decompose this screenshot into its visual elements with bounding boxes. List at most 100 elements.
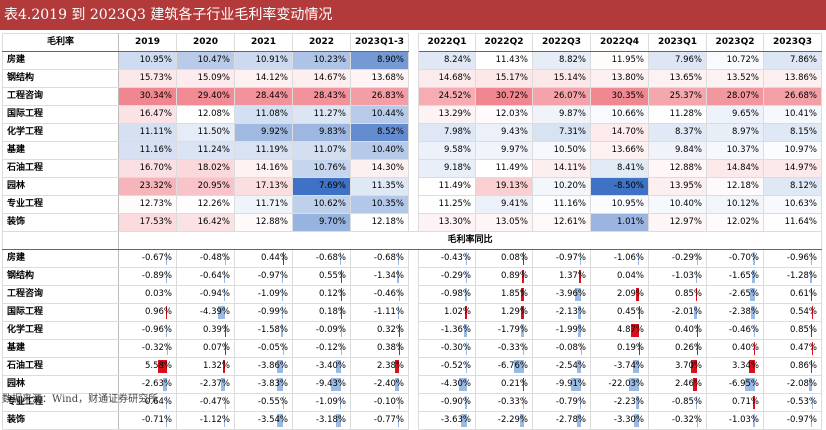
yoy-value: -3.74% xyxy=(614,361,644,371)
margin-cell: 30.72% xyxy=(476,88,533,106)
margin-cell: 8.12% xyxy=(764,178,822,196)
margin-cell: 16.70% xyxy=(119,160,177,178)
margin-cell: 17.13% xyxy=(235,178,293,196)
yoy-value: -0.79% xyxy=(556,397,586,407)
yoy-value: -2.37% xyxy=(200,379,230,389)
margin-cell: 13.68% xyxy=(351,70,409,88)
table-row: 化学工程-0.96%0.39%-1.58%-0.09%0.32%-1.36%-1… xyxy=(3,322,822,340)
yoy-cell: 0.38% xyxy=(351,340,409,358)
row-label: 装饰 xyxy=(3,214,119,232)
margin-cell: 13.52% xyxy=(707,70,764,88)
yoy-value: -0.29% xyxy=(672,253,702,263)
margin-cell: 11.19% xyxy=(235,142,293,160)
margin-cell: 11.95% xyxy=(591,52,649,70)
row-label: 装饰 xyxy=(3,412,119,430)
yoy-value: 0.39% xyxy=(203,325,230,335)
yoy-cell: 0.61% xyxy=(764,286,822,304)
yoy-value: -2.65% xyxy=(729,289,759,299)
yoy-value: -0.94% xyxy=(200,289,230,299)
yoy-cell: 0.04% xyxy=(591,268,649,286)
yoy-cell: -3.30% xyxy=(591,412,649,430)
yoy-value: -2.13% xyxy=(556,307,586,317)
yoy-cell: -0.68% xyxy=(293,250,351,268)
margin-cell: 11.43% xyxy=(476,52,533,70)
yoy-value: -0.08% xyxy=(556,343,586,353)
margin-cell: 10.66% xyxy=(591,106,649,124)
row-label: 专业工程 xyxy=(3,196,119,214)
row-label: 房建 xyxy=(3,52,119,70)
margin-cell: 30.34% xyxy=(119,88,177,106)
col-header-quarter: 2022Q1 xyxy=(419,34,476,52)
margin-cell: 10.44% xyxy=(351,106,409,124)
yoy-cell: -0.68% xyxy=(351,250,409,268)
yoy-value: -3.40% xyxy=(316,361,346,371)
margin-cell: 13.29% xyxy=(419,106,476,124)
yoy-value: 0.86% xyxy=(790,361,817,371)
margin-cell: 13.05% xyxy=(476,214,533,232)
margin-cell: 28.07% xyxy=(707,88,764,106)
margin-cell: 14.67% xyxy=(293,70,351,88)
margin-cell: 13.95% xyxy=(649,178,707,196)
margin-cell: 13.66% xyxy=(591,142,649,160)
yoy-cell: -1.99% xyxy=(533,322,591,340)
yoy-value: -0.32% xyxy=(142,343,172,353)
yoy-cell: 1.32% xyxy=(177,358,235,376)
margin-cell: 20.95% xyxy=(177,178,235,196)
column-gap xyxy=(409,358,419,376)
yoy-value: 1.02% xyxy=(444,307,471,317)
margin-cell: 1.01% xyxy=(591,214,649,232)
margin-cell: 10.62% xyxy=(293,196,351,214)
margin-cell: 9.58% xyxy=(419,142,476,160)
yoy-value: -2.08% xyxy=(787,379,817,389)
margin-cell: 9.87% xyxy=(533,106,591,124)
yoy-value: -0.43% xyxy=(441,253,471,263)
yoy-value: 5.58% xyxy=(145,361,172,371)
col-header-quarter: 2022Q4 xyxy=(591,34,649,52)
yoy-value: 0.54% xyxy=(790,307,817,317)
margin-cell: 9.97% xyxy=(476,142,533,160)
margin-cell: 9.43% xyxy=(476,124,533,142)
yoy-value: 0.18% xyxy=(319,307,346,317)
yoy-value: -0.55% xyxy=(258,397,288,407)
yoy-cell: 0.85% xyxy=(649,286,707,304)
yoy-value: 2.38% xyxy=(377,361,404,371)
yoy-value: -1.99% xyxy=(556,325,586,335)
row-label: 石油工程 xyxy=(3,358,119,376)
yoy-cell: -0.99% xyxy=(235,304,293,322)
margin-cell: 12.18% xyxy=(707,178,764,196)
yoy-value: 0.03% xyxy=(145,289,172,299)
yoy-cell: -0.64% xyxy=(177,268,235,286)
yoy-cell: 0.39% xyxy=(177,322,235,340)
margin-cell: 13.65% xyxy=(649,70,707,88)
margin-cell: 10.95% xyxy=(591,196,649,214)
yoy-cell: -1.09% xyxy=(235,286,293,304)
yoy-cell: -0.71% xyxy=(119,412,177,430)
row-label: 房建 xyxy=(3,250,119,268)
yoy-value: -2.23% xyxy=(614,397,644,407)
yoy-value: -0.85% xyxy=(672,397,702,407)
margin-cell: 10.40% xyxy=(649,196,707,214)
yoy-value: -9.43% xyxy=(316,379,346,389)
yoy-cell: 2.38% xyxy=(351,358,409,376)
margin-cell: 10.12% xyxy=(707,196,764,214)
yoy-cell: -3.18% xyxy=(293,412,351,430)
margin-cell: 7.69% xyxy=(293,178,351,196)
yoy-value: -0.70% xyxy=(729,253,759,263)
margin-cell: 9.70% xyxy=(293,214,351,232)
margin-cell: 12.02% xyxy=(707,214,764,232)
yoy-value: -4.30% xyxy=(441,379,471,389)
yoy-cell: -0.46% xyxy=(351,286,409,304)
column-gap xyxy=(409,268,419,286)
yoy-value: -0.71% xyxy=(142,415,172,425)
yoy-value: -3.30% xyxy=(614,415,644,425)
source-note: 数据来源：Wind，财通证券研究所 xyxy=(0,390,826,410)
margin-cell: 11.11% xyxy=(119,124,177,142)
col-header-year: 2023Q1-3 xyxy=(351,34,409,52)
yoy-cell: -0.96% xyxy=(119,322,177,340)
margin-cell: 14.11% xyxy=(533,160,591,178)
row-label: 工程咨询 xyxy=(3,88,119,106)
